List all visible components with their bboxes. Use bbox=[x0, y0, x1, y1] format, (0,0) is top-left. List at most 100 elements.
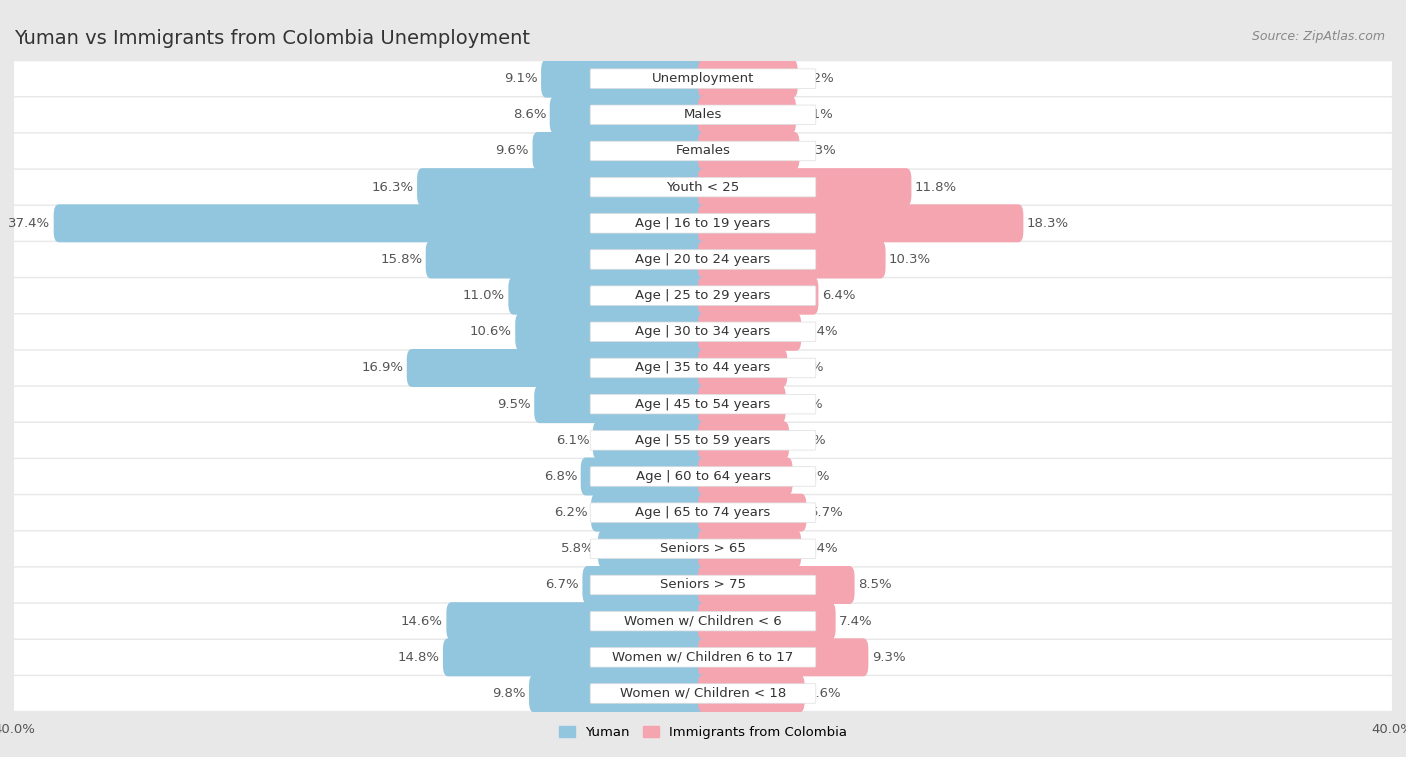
FancyBboxPatch shape bbox=[418, 168, 709, 206]
FancyBboxPatch shape bbox=[591, 612, 815, 631]
Text: 10.6%: 10.6% bbox=[470, 326, 512, 338]
Text: 9.6%: 9.6% bbox=[495, 145, 529, 157]
FancyBboxPatch shape bbox=[591, 322, 815, 341]
FancyBboxPatch shape bbox=[697, 349, 787, 387]
FancyBboxPatch shape bbox=[443, 638, 709, 676]
FancyBboxPatch shape bbox=[591, 69, 815, 89]
FancyBboxPatch shape bbox=[697, 204, 1024, 242]
FancyBboxPatch shape bbox=[593, 422, 709, 459]
FancyBboxPatch shape bbox=[697, 60, 797, 98]
Text: Unemployment: Unemployment bbox=[652, 72, 754, 85]
FancyBboxPatch shape bbox=[14, 98, 1392, 132]
Text: 11.8%: 11.8% bbox=[915, 181, 957, 194]
Text: Age | 20 to 24 years: Age | 20 to 24 years bbox=[636, 253, 770, 266]
FancyBboxPatch shape bbox=[591, 213, 815, 233]
Text: Males: Males bbox=[683, 108, 723, 121]
FancyBboxPatch shape bbox=[591, 503, 815, 522]
Text: 5.6%: 5.6% bbox=[808, 687, 842, 700]
Text: 5.3%: 5.3% bbox=[803, 145, 837, 157]
FancyBboxPatch shape bbox=[591, 467, 815, 486]
Text: 8.5%: 8.5% bbox=[858, 578, 891, 591]
FancyBboxPatch shape bbox=[14, 279, 1392, 313]
FancyBboxPatch shape bbox=[14, 242, 1392, 277]
FancyBboxPatch shape bbox=[591, 286, 815, 305]
FancyBboxPatch shape bbox=[509, 276, 709, 315]
FancyBboxPatch shape bbox=[697, 132, 800, 170]
Text: 9.8%: 9.8% bbox=[492, 687, 526, 700]
Text: 7.4%: 7.4% bbox=[839, 615, 873, 628]
FancyBboxPatch shape bbox=[591, 250, 815, 269]
Text: 9.5%: 9.5% bbox=[498, 397, 531, 410]
FancyBboxPatch shape bbox=[591, 647, 815, 667]
Text: 6.8%: 6.8% bbox=[544, 470, 578, 483]
Text: 5.8%: 5.8% bbox=[561, 542, 595, 556]
Text: 5.1%: 5.1% bbox=[800, 108, 834, 121]
FancyBboxPatch shape bbox=[581, 457, 709, 496]
FancyBboxPatch shape bbox=[14, 568, 1392, 603]
FancyBboxPatch shape bbox=[14, 206, 1392, 241]
Text: Women w/ Children < 18: Women w/ Children < 18 bbox=[620, 687, 786, 700]
FancyBboxPatch shape bbox=[697, 674, 804, 712]
FancyBboxPatch shape bbox=[14, 459, 1392, 494]
FancyBboxPatch shape bbox=[591, 494, 709, 531]
FancyBboxPatch shape bbox=[598, 530, 709, 568]
FancyBboxPatch shape bbox=[697, 566, 855, 604]
FancyBboxPatch shape bbox=[697, 241, 886, 279]
Text: Age | 65 to 74 years: Age | 65 to 74 years bbox=[636, 506, 770, 519]
Text: Women w/ Children 6 to 17: Women w/ Children 6 to 17 bbox=[613, 651, 793, 664]
FancyBboxPatch shape bbox=[515, 313, 709, 350]
FancyBboxPatch shape bbox=[14, 350, 1392, 385]
Text: 5.4%: 5.4% bbox=[804, 326, 838, 338]
FancyBboxPatch shape bbox=[446, 602, 709, 640]
Text: Seniors > 75: Seniors > 75 bbox=[659, 578, 747, 591]
FancyBboxPatch shape bbox=[426, 241, 709, 279]
FancyBboxPatch shape bbox=[591, 177, 815, 197]
Text: 16.3%: 16.3% bbox=[371, 181, 413, 194]
FancyBboxPatch shape bbox=[550, 96, 709, 134]
FancyBboxPatch shape bbox=[14, 676, 1392, 711]
FancyBboxPatch shape bbox=[591, 575, 815, 595]
FancyBboxPatch shape bbox=[697, 276, 818, 315]
Text: 14.8%: 14.8% bbox=[398, 651, 440, 664]
FancyBboxPatch shape bbox=[533, 132, 709, 170]
Text: 14.6%: 14.6% bbox=[401, 615, 443, 628]
FancyBboxPatch shape bbox=[529, 674, 709, 712]
FancyBboxPatch shape bbox=[14, 531, 1392, 566]
Text: 4.9%: 4.9% bbox=[796, 470, 830, 483]
Text: 11.0%: 11.0% bbox=[463, 289, 505, 302]
FancyBboxPatch shape bbox=[591, 142, 815, 160]
FancyBboxPatch shape bbox=[697, 457, 793, 496]
Text: Age | 55 to 59 years: Age | 55 to 59 years bbox=[636, 434, 770, 447]
Text: Youth < 25: Youth < 25 bbox=[666, 181, 740, 194]
Text: Age | 25 to 29 years: Age | 25 to 29 years bbox=[636, 289, 770, 302]
FancyBboxPatch shape bbox=[53, 204, 709, 242]
FancyBboxPatch shape bbox=[697, 638, 869, 676]
FancyBboxPatch shape bbox=[697, 313, 801, 350]
FancyBboxPatch shape bbox=[697, 96, 796, 134]
Text: 15.8%: 15.8% bbox=[380, 253, 422, 266]
FancyBboxPatch shape bbox=[697, 494, 807, 531]
FancyBboxPatch shape bbox=[14, 495, 1392, 530]
Text: 8.6%: 8.6% bbox=[513, 108, 547, 121]
Text: 9.1%: 9.1% bbox=[503, 72, 537, 85]
Text: 16.9%: 16.9% bbox=[361, 362, 404, 375]
Text: 37.4%: 37.4% bbox=[8, 217, 51, 230]
Text: Age | 45 to 54 years: Age | 45 to 54 years bbox=[636, 397, 770, 410]
FancyBboxPatch shape bbox=[697, 602, 835, 640]
FancyBboxPatch shape bbox=[14, 604, 1392, 638]
Text: 10.3%: 10.3% bbox=[889, 253, 931, 266]
FancyBboxPatch shape bbox=[14, 387, 1392, 422]
FancyBboxPatch shape bbox=[14, 134, 1392, 168]
Text: Seniors > 65: Seniors > 65 bbox=[659, 542, 747, 556]
FancyBboxPatch shape bbox=[591, 431, 815, 450]
FancyBboxPatch shape bbox=[591, 358, 815, 378]
FancyBboxPatch shape bbox=[697, 530, 801, 568]
FancyBboxPatch shape bbox=[697, 422, 789, 459]
Text: 6.4%: 6.4% bbox=[823, 289, 855, 302]
Text: 4.7%: 4.7% bbox=[793, 434, 827, 447]
Text: 18.3%: 18.3% bbox=[1026, 217, 1069, 230]
Text: Age | 16 to 19 years: Age | 16 to 19 years bbox=[636, 217, 770, 230]
Text: Females: Females bbox=[675, 145, 731, 157]
Legend: Yuman, Immigrants from Colombia: Yuman, Immigrants from Colombia bbox=[554, 721, 852, 744]
FancyBboxPatch shape bbox=[14, 61, 1392, 96]
